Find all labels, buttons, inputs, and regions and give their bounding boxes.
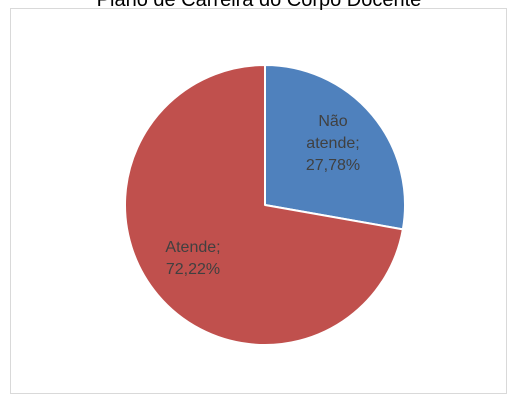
pie-slice-atende: [124, 64, 404, 346]
data-label-atende: Atende; 72,22%: [165, 239, 220, 278]
chart-area: [10, 8, 507, 394]
pie-slice-n-o-atende: [264, 64, 406, 231]
data-label-line: Atende;: [165, 239, 220, 256]
data-label-line: 27,78%: [306, 157, 360, 174]
data-label-line: atende;: [306, 135, 359, 152]
data-label-n-o-atende: Não atende; 27,78%: [306, 113, 360, 174]
data-label-line: Não: [318, 113, 347, 130]
data-label-line: 72,22%: [166, 261, 220, 278]
chart-title: Plano de Carreira do Corpo Docente: [96, 0, 422, 11]
